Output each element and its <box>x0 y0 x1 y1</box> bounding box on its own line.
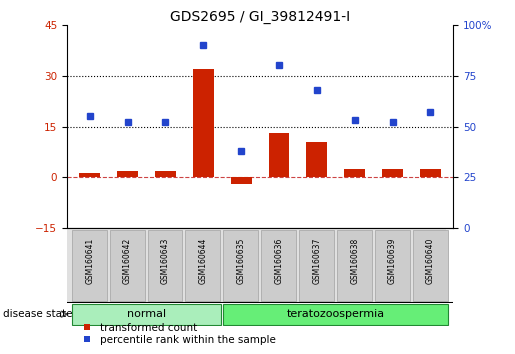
Text: GSM160639: GSM160639 <box>388 237 397 284</box>
FancyBboxPatch shape <box>224 230 258 301</box>
Text: GSM160636: GSM160636 <box>274 237 284 284</box>
Text: teratozoospermia: teratozoospermia <box>287 309 385 319</box>
Bar <box>231 177 251 184</box>
Bar <box>382 169 403 177</box>
FancyBboxPatch shape <box>337 230 372 301</box>
FancyBboxPatch shape <box>185 230 220 301</box>
FancyBboxPatch shape <box>72 230 107 301</box>
Title: GDS2695 / GI_39812491-I: GDS2695 / GI_39812491-I <box>170 10 350 24</box>
Text: GSM160641: GSM160641 <box>85 237 94 284</box>
Text: GSM160643: GSM160643 <box>161 237 170 284</box>
Text: GSM160638: GSM160638 <box>350 237 359 284</box>
FancyBboxPatch shape <box>261 230 296 301</box>
Text: GSM160635: GSM160635 <box>236 237 246 284</box>
Legend: transformed count, percentile rank within the sample: transformed count, percentile rank withi… <box>72 318 280 349</box>
Bar <box>306 142 328 177</box>
Text: normal: normal <box>127 309 166 319</box>
FancyBboxPatch shape <box>375 230 409 301</box>
Text: GSM160640: GSM160640 <box>426 237 435 284</box>
Bar <box>269 133 289 177</box>
FancyBboxPatch shape <box>148 230 182 301</box>
Text: disease state: disease state <box>3 309 72 319</box>
Bar <box>155 171 176 177</box>
Text: GSM160644: GSM160644 <box>199 237 208 284</box>
Bar <box>345 169 365 177</box>
Bar <box>420 169 441 177</box>
Bar <box>117 171 138 177</box>
FancyBboxPatch shape <box>299 230 334 301</box>
FancyBboxPatch shape <box>413 230 448 301</box>
FancyBboxPatch shape <box>72 304 221 325</box>
Text: GSM160642: GSM160642 <box>123 237 132 284</box>
FancyBboxPatch shape <box>224 304 448 325</box>
Bar <box>193 69 214 177</box>
Bar <box>79 173 100 177</box>
FancyBboxPatch shape <box>110 230 145 301</box>
Text: GSM160637: GSM160637 <box>313 237 321 284</box>
